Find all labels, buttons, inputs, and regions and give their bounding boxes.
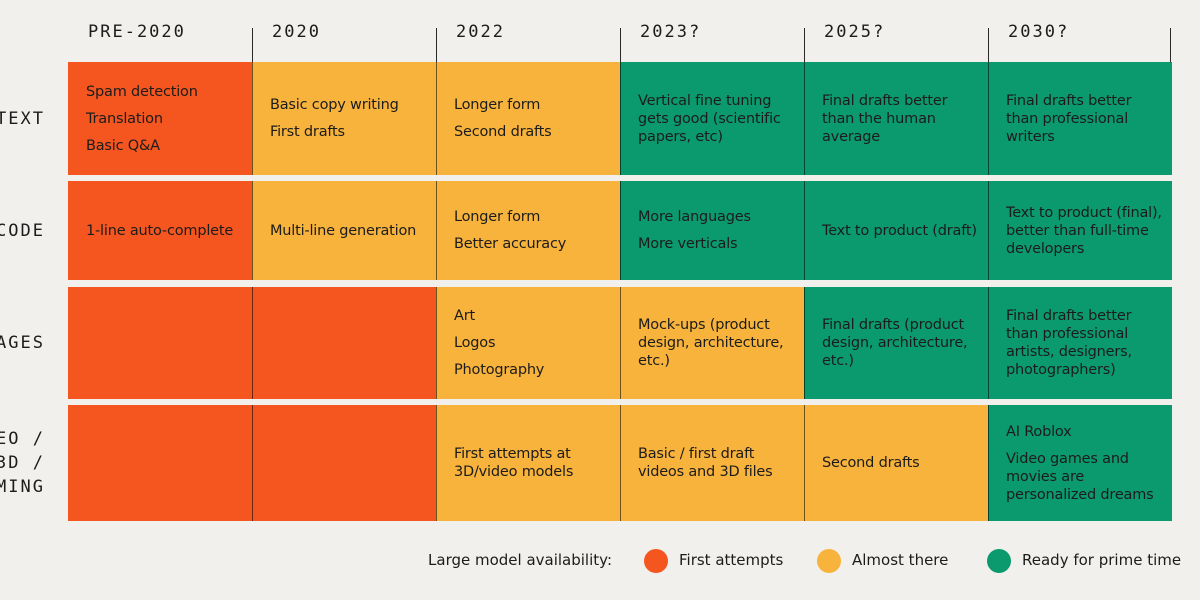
- cell-item: Vertical fine tuning gets good (scientif…: [638, 92, 781, 145]
- cell: AI Roblox Video games and movies are pers…: [988, 405, 1172, 521]
- legend-title: Large model availability:: [428, 551, 612, 569]
- cell-item: Translation: [86, 110, 163, 127]
- cell-item: Second drafts: [454, 124, 552, 140]
- cell-item: Logos: [454, 335, 496, 351]
- cell-divider: [620, 287, 621, 399]
- cell-divider: [804, 181, 805, 280]
- cell-item: Final drafts (product design, architectu…: [822, 317, 968, 369]
- header-divider: [1170, 28, 1171, 62]
- cell-item: Final drafts better than professional wr…: [1006, 92, 1132, 145]
- cell-item: Second drafts: [822, 455, 920, 471]
- legend-swatch: [987, 549, 1011, 573]
- cell: More languages More verticals: [620, 181, 804, 280]
- legend-swatch: [817, 549, 841, 573]
- column-header: 2025?: [824, 22, 886, 42]
- cell-item: Better accuracy: [454, 236, 567, 252]
- cell-item: Text to product (draft): [822, 222, 977, 239]
- row-label: TEXT: [0, 108, 45, 129]
- cell-divider: [988, 405, 989, 521]
- cell-item: AI Roblox: [1006, 423, 1072, 440]
- cell-divider: [804, 405, 805, 521]
- cell-divider: [620, 181, 621, 280]
- cell: Vertical fine tuning gets good (scientif…: [620, 62, 804, 175]
- cell: Longer form Second drafts: [436, 62, 620, 175]
- cell-item: First drafts: [270, 124, 345, 140]
- cell-divider: [620, 62, 621, 175]
- header-divider: [988, 28, 989, 62]
- cell: Basic / first draft videos and 3D files: [620, 405, 804, 521]
- cell-item: Video games and movies are personalized …: [1006, 450, 1154, 503]
- cell-item: More verticals: [638, 236, 738, 252]
- cell-divider: [436, 287, 437, 399]
- cell-divider: [988, 62, 989, 175]
- cell-item: 1-line auto-complete: [86, 222, 234, 239]
- cell-divider: [252, 181, 253, 280]
- cell-item: More languages: [638, 209, 751, 225]
- cell-divider: [252, 62, 253, 175]
- cell: Text to product (draft): [804, 181, 988, 280]
- cell-divider: [988, 287, 989, 399]
- cell-item: Photography: [454, 362, 545, 378]
- cell-item: Basic copy writing: [270, 97, 399, 113]
- legend-label: First attempts: [679, 551, 784, 569]
- cell-divider: [252, 405, 253, 521]
- cell-divider: [252, 287, 253, 399]
- cell: Mock-ups (product design, architecture, …: [620, 287, 804, 399]
- column-header: 2020: [272, 22, 321, 42]
- cell-item: Final drafts better than the human avera…: [822, 92, 948, 145]
- legend-swatch: [644, 549, 668, 573]
- cell: Spam detection Translation Basic Q&A: [68, 62, 252, 175]
- cell-divider: [620, 405, 621, 521]
- cell: First attempts at 3D/video models: [436, 405, 620, 521]
- cell-item: Multi-line generation: [270, 222, 417, 239]
- column-header: 2022: [456, 22, 505, 42]
- header-divider: [804, 28, 805, 62]
- cell: [68, 405, 252, 521]
- cell: Final drafts better than professional ar…: [988, 287, 1172, 399]
- cell-item: First attempts at 3D/video models: [454, 446, 574, 480]
- cell: [68, 287, 252, 399]
- header-divider: [436, 28, 437, 62]
- cell-divider: [436, 62, 437, 175]
- cell: Text to product (final), better than ful…: [988, 181, 1172, 280]
- cell: [252, 287, 436, 399]
- column-header: 2023?: [640, 22, 702, 42]
- column-header: PRE-2020: [88, 22, 186, 42]
- cell: [252, 405, 436, 521]
- cell: Longer form Better accuracy: [436, 181, 620, 280]
- cell-divider: [804, 287, 805, 399]
- cell-divider: [988, 181, 989, 280]
- cell-item: Basic Q&A: [86, 137, 160, 154]
- header-divider: [620, 28, 621, 62]
- cell-item: Text to product (final), better than ful…: [1006, 204, 1162, 257]
- cell: Final drafts (product design, architectu…: [804, 287, 988, 399]
- cell-divider: [804, 62, 805, 175]
- row-label: CODE: [0, 220, 45, 241]
- cell: Basic copy writing First drafts: [252, 62, 436, 175]
- row-label: VIDEO / 3D / GAMING: [0, 429, 45, 497]
- cell: Final drafts better than the human avera…: [804, 62, 988, 175]
- cell-item: Spam detection: [86, 83, 198, 100]
- cell-item: Art: [454, 308, 475, 324]
- cell: Art Logos Photography: [436, 287, 620, 399]
- cell-item: Basic / first draft videos and 3D files: [638, 446, 773, 480]
- legend-label: Almost there: [852, 551, 949, 569]
- cell: Multi-line generation: [252, 181, 436, 280]
- cell: 1-line auto-complete: [68, 181, 252, 280]
- cell-item: Mock-ups (product design, architecture, …: [638, 317, 784, 369]
- header-divider: [252, 28, 253, 62]
- cell: Final drafts better than professional wr…: [988, 62, 1172, 175]
- legend-label: Ready for prime time: [1022, 551, 1182, 569]
- cell-item: Final drafts better than professional ar…: [1006, 308, 1132, 378]
- cell: Second drafts: [804, 405, 988, 521]
- cell-divider: [436, 405, 437, 521]
- cell-divider: [436, 181, 437, 280]
- cell-item: Longer form: [454, 209, 541, 225]
- row-label: IMAGES: [0, 333, 45, 353]
- cell-item: Longer form: [454, 97, 541, 113]
- column-header: 2030?: [1008, 22, 1070, 42]
